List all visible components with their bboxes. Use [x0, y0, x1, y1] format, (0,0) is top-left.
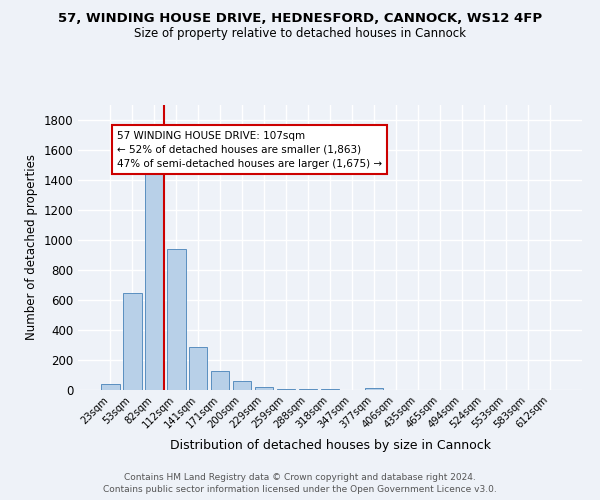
- Bar: [255, 386, 274, 390]
- Text: Contains public sector information licensed under the Open Government Licence v3: Contains public sector information licen…: [103, 485, 497, 494]
- Bar: [167, 249, 185, 390]
- Bar: [365, 388, 383, 390]
- Text: 57 WINDING HOUSE DRIVE: 107sqm
← 52% of detached houses are smaller (1,863)
47% : 57 WINDING HOUSE DRIVE: 107sqm ← 52% of …: [117, 130, 382, 168]
- Bar: [211, 370, 229, 390]
- Text: Contains HM Land Registry data © Crown copyright and database right 2024.: Contains HM Land Registry data © Crown c…: [124, 474, 476, 482]
- Bar: [233, 380, 251, 390]
- Bar: [101, 384, 119, 390]
- Bar: [145, 170, 164, 390]
- Y-axis label: Number of detached properties: Number of detached properties: [25, 154, 38, 340]
- Text: Size of property relative to detached houses in Cannock: Size of property relative to detached ho…: [134, 28, 466, 40]
- Bar: [189, 346, 208, 390]
- Bar: [277, 388, 295, 390]
- Bar: [123, 292, 142, 390]
- X-axis label: Distribution of detached houses by size in Cannock: Distribution of detached houses by size …: [170, 439, 491, 452]
- Text: 57, WINDING HOUSE DRIVE, HEDNESFORD, CANNOCK, WS12 4FP: 57, WINDING HOUSE DRIVE, HEDNESFORD, CAN…: [58, 12, 542, 26]
